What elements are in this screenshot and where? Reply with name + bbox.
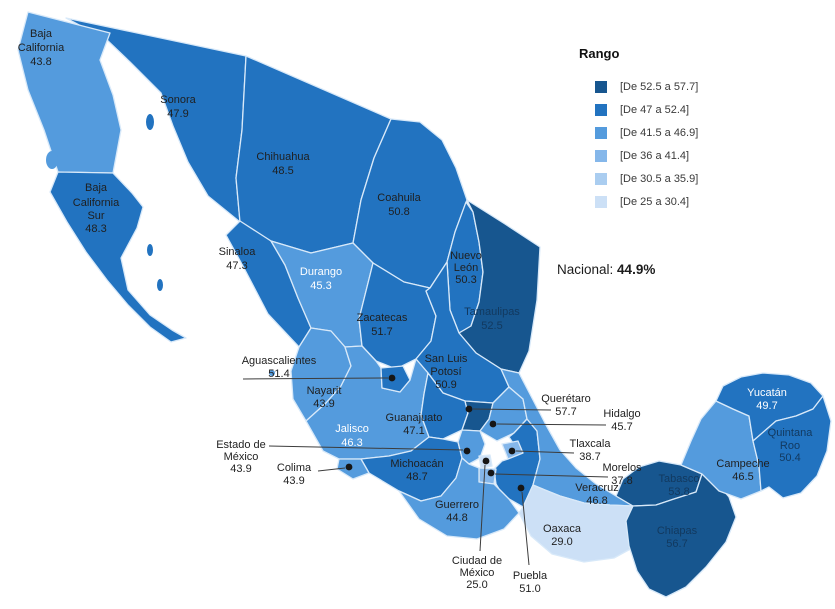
state-label-oaxaca: Oaxaca 29.0 — [543, 523, 582, 548]
leader-mexico-state — [268, 445, 464, 451]
legend-item: [De 36 a 41.4] — [579, 150, 698, 162]
island-3 — [157, 279, 163, 291]
state-guanajuato — [420, 372, 469, 440]
legend-range-label: [De 36 a 41.4] — [620, 150, 690, 162]
state-label-hidalgo: Hidalgo 45.7 — [603, 408, 640, 433]
state-label-aguascalientes: Aguascalientes 51.4 — [242, 355, 317, 380]
state-label-mexico-state: Estado de México 43.9 — [216, 439, 266, 475]
state-morelos — [478, 467, 497, 485]
state-label-yucatan: Yucatán 49.7 — [747, 387, 787, 412]
legend-swatch — [595, 127, 607, 139]
state-label-tabasco: Tabasco 53.8 — [659, 473, 700, 498]
legend-item: [De 30.5 a 35.9] — [579, 173, 698, 185]
state-label-michoacan: Michoacán 48.7 — [390, 458, 443, 483]
legend-range-label: [De 41.5 a 46.9] — [620, 127, 699, 139]
legend-title: Rango — [579, 46, 620, 61]
legend-item: [De 25 a 30.4] — [579, 196, 698, 208]
legend-swatch — [595, 81, 607, 93]
state-label-san-luis-potosi: San Luis Potosí 50.9 — [425, 353, 468, 391]
legend-range-label: [De 47 a 52.4] — [620, 104, 690, 116]
dot-tlaxcala — [508, 447, 516, 455]
state-label-nuevo-leon: Nuevo León 50.3 — [450, 250, 482, 286]
state-label-morelos: Morelos 37.8 — [602, 462, 642, 487]
legend-swatch — [595, 173, 607, 185]
dot-aguascalientes — [388, 374, 396, 382]
island-1 — [146, 114, 154, 130]
legend-items: [De 52.5 a 57.7] [De 47 a 52.4] [De 41.5 a… — [579, 81, 698, 208]
state-label-jalisco: Jalisco 46.3 — [335, 423, 369, 449]
state-label-chiapas: Chiapas 56.7 — [657, 525, 698, 550]
dot-hidalgo — [489, 420, 497, 428]
island-4 — [269, 370, 275, 376]
legend-range-label: [De 52.5 a 57.7] — [620, 81, 699, 93]
state-label-tlaxcala: Tlaxcala 38.7 — [570, 438, 612, 463]
state-baja-california-sur — [49, 171, 187, 343]
state-label-guerrero: Guerrero 44.8 — [435, 499, 479, 524]
dot-queretaro — [465, 405, 473, 413]
state-label-sonora: Sonora 47.9 — [160, 94, 196, 120]
state-label-nayarit: Nayarit 43.9 — [307, 385, 342, 410]
island-0 — [46, 151, 58, 169]
national-label: Nacional: — [557, 262, 618, 277]
national-value: Nacional: 44.9% — [557, 262, 655, 277]
leader-queretaro — [472, 408, 552, 411]
state-label-tamaulipas: Tamaulipas 52.5 — [464, 306, 520, 332]
dot-cdmx — [482, 457, 490, 465]
leader-cdmx — [479, 464, 486, 552]
dot-colima — [345, 463, 353, 471]
state-label-quintana-roo: Quintana Roo 50.4 — [768, 427, 814, 464]
legend-item: [De 52.5 a 57.7] — [579, 81, 698, 93]
legend-range-label: [De 25 a 30.4] — [620, 196, 690, 208]
legend-swatch — [595, 104, 607, 116]
leader-puebla — [521, 491, 530, 566]
state-colima — [336, 458, 370, 480]
national-number: 44.9% — [617, 262, 656, 277]
state-label-coahuila: Coahuila 50.8 — [377, 192, 421, 218]
state-label-durango: Durango 45.3 — [300, 266, 342, 292]
dot-morelos — [487, 469, 495, 477]
leader-hidalgo — [496, 423, 607, 426]
leader-tlaxcala — [515, 450, 575, 454]
state-label-chihuahua: Chihuahua 48.5 — [256, 151, 310, 177]
state-chiapas — [625, 473, 737, 598]
legend-swatch — [595, 196, 607, 208]
legend: Rango [De 52.5 a 57.7] [De 47 a 52.4] [De … — [579, 46, 698, 219]
state-label-baja-california: Baja California 43.8 — [18, 28, 65, 68]
state-label-baja-california-sur: Baja California Sur 48.3 — [73, 182, 120, 235]
island-2 — [147, 244, 153, 256]
dot-mexico-state — [463, 447, 471, 455]
state-label-veracruz: Veracruz 46.8 — [575, 482, 618, 507]
dot-puebla — [517, 484, 525, 492]
legend-swatch — [595, 150, 607, 162]
leader-colima — [317, 467, 346, 472]
state-label-cdmx: Ciudad de México 25.0 — [452, 555, 502, 591]
legend-item: [De 41.5 a 46.9] — [579, 127, 698, 139]
state-guerrero — [398, 457, 520, 540]
state-label-colima: Colima 43.9 — [277, 462, 312, 487]
state-label-sinaloa: Sinaloa 47.3 — [219, 246, 257, 272]
state-label-campeche: Campeche 46.5 — [716, 458, 769, 483]
state-label-zacatecas: Zacatecas 51.7 — [357, 312, 408, 338]
state-label-guanajuato: Guanajuato 47.1 — [386, 412, 443, 437]
state-quintana-roo — [752, 395, 832, 499]
state-aguascalientes — [380, 365, 411, 393]
legend-item: [De 47 a 52.4] — [579, 104, 698, 116]
state-label-puebla: Puebla 51.0 — [513, 570, 548, 595]
legend-range-label: [De 30.5 a 35.9] — [620, 173, 699, 185]
leader-aguascalientes — [242, 377, 389, 380]
state-label-queretaro: Querétaro 57.7 — [541, 393, 591, 418]
leader-morelos — [494, 473, 609, 478]
